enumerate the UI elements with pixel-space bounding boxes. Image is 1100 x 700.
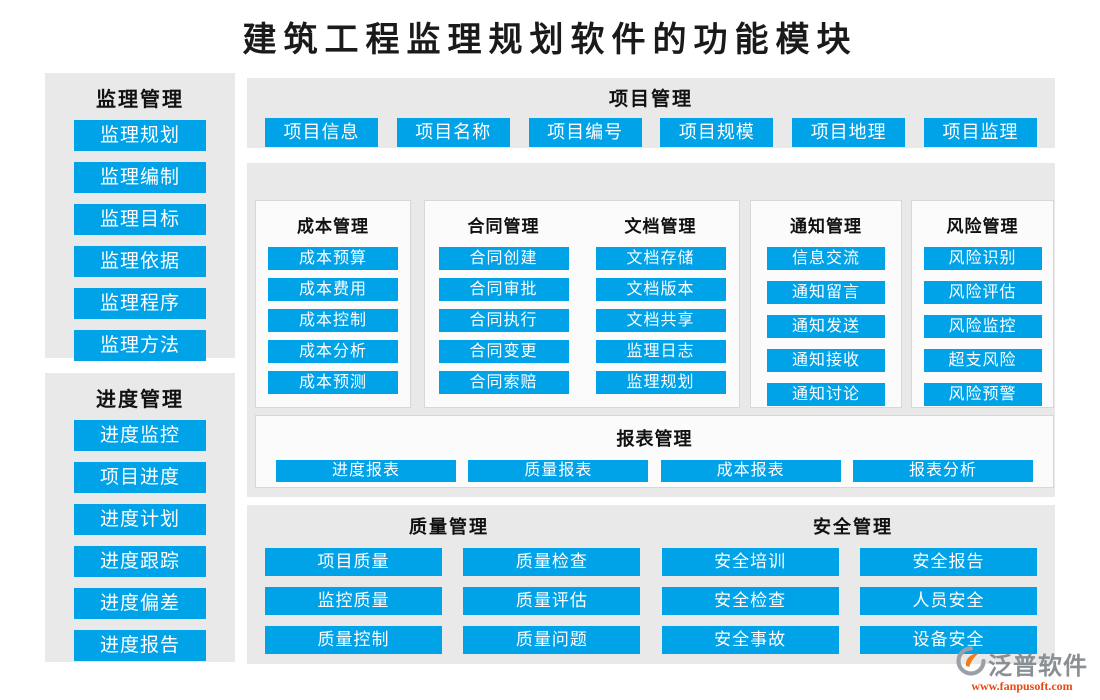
fanpu-logo-icon bbox=[956, 646, 986, 681]
section-title: 文档管理 bbox=[624, 217, 697, 236]
module-button[interactable]: 项目信息 bbox=[265, 118, 378, 147]
logo-name: 泛普软件 bbox=[988, 654, 1088, 680]
module-button[interactable]: 风险评估 bbox=[923, 281, 1042, 304]
quality-safety-headers: 质量管理 安全管理 bbox=[247, 505, 1055, 539]
module-button[interactable]: 进度计划 bbox=[74, 504, 206, 535]
module-button[interactable]: 安全检查 bbox=[661, 587, 839, 615]
logo-url: www.fanpusoft.com bbox=[971, 679, 1073, 693]
module-button[interactable]: 项目监理 bbox=[923, 118, 1037, 147]
module-button[interactable]: 监理规划 bbox=[74, 120, 206, 151]
module-button[interactable]: 项目质量 bbox=[265, 548, 442, 576]
panel-contract-mgmt: 合同管理 合同创建 合同审批 合同执行 合同变更 合同索赔 bbox=[425, 201, 582, 407]
panel-contract-document: 合同管理 合同创建 合同审批 合同执行 合同变更 合同索赔 文档管理 文档存储 … bbox=[424, 200, 740, 408]
module-button[interactable]: 成本费用 bbox=[268, 278, 398, 301]
module-button[interactable]: 质量评估 bbox=[463, 587, 641, 615]
quality-safety-grid: 项目质量 质量检查 安全培训 安全报告 监控质量 质量评估 安全检查 人员安全 … bbox=[247, 539, 1055, 654]
panel-supervision-mgmt: 监理管理 监理规划 监理编制 监理目标 监理依据 监理程序 监理方法 bbox=[45, 73, 235, 361]
module-button[interactable]: 进度报表 bbox=[276, 460, 456, 482]
module-button[interactable]: 质量控制 bbox=[265, 626, 442, 654]
panel-middle-modules: 成本管理 成本预算 成本费用 成本控制 成本分析 成本预测 合同管理 合同创建 … bbox=[247, 163, 1055, 497]
panel-risk-mgmt: 风险管理 风险识别 风险评估 风险监控 超支风险 风险预警 bbox=[911, 200, 1054, 408]
module-button[interactable]: 质量检查 bbox=[463, 548, 641, 576]
project-button-row: 项目信息 项目名称 项目编号 项目规模 项目地理 项目监理 bbox=[247, 111, 1055, 147]
panel-project-mgmt: 项目管理 项目信息 项目名称 项目编号 项目规模 项目地理 项目监理 bbox=[247, 78, 1055, 148]
module-button[interactable]: 监理规划 bbox=[595, 371, 726, 394]
panel-document-mgmt: 文档管理 文档存储 文档版本 文档共享 监理日志 监理规划 bbox=[582, 201, 739, 407]
report-button-row: 进度报表 质量报表 成本报表 报表分析 bbox=[256, 460, 1053, 482]
module-button[interactable]: 合同创建 bbox=[438, 247, 569, 270]
section-title: 项目管理 bbox=[608, 89, 693, 110]
module-button[interactable]: 监控质量 bbox=[265, 587, 442, 615]
module-button[interactable]: 文档存储 bbox=[595, 247, 726, 270]
page-title: 建筑工程监理规划软件的功能模块 bbox=[242, 22, 858, 59]
panel-progress-mgmt: 进度管理 进度监控 项目进度 进度计划 进度跟踪 进度偏差 进度报告 bbox=[45, 373, 235, 662]
module-button[interactable]: 合同索赔 bbox=[438, 371, 569, 394]
module-button[interactable]: 监理程序 bbox=[74, 288, 206, 319]
module-button[interactable]: 质量问题 bbox=[463, 626, 641, 654]
section-title: 成本管理 bbox=[297, 217, 369, 236]
module-button[interactable]: 成本报表 bbox=[660, 460, 841, 482]
module-button[interactable]: 通知接收 bbox=[767, 349, 885, 372]
module-button[interactable]: 进度偏差 bbox=[74, 588, 206, 619]
module-button[interactable]: 项目编号 bbox=[528, 118, 642, 147]
module-button[interactable]: 通知发送 bbox=[767, 315, 885, 338]
module-button[interactable]: 文档共享 bbox=[595, 309, 726, 332]
module-button[interactable]: 成本预算 bbox=[268, 247, 398, 270]
module-button[interactable]: 文档版本 bbox=[595, 278, 726, 301]
module-button[interactable]: 监理目标 bbox=[74, 204, 206, 235]
panel-quality-safety: 质量管理 安全管理 项目质量 质量检查 安全培训 安全报告 监控质量 质量评估 … bbox=[247, 505, 1055, 664]
module-button[interactable]: 合同审批 bbox=[438, 278, 569, 301]
module-button[interactable]: 超支风险 bbox=[923, 349, 1042, 372]
module-button[interactable]: 安全报告 bbox=[859, 548, 1037, 576]
module-button[interactable]: 监理编制 bbox=[74, 162, 206, 193]
section-title: 合同管理 bbox=[467, 217, 540, 236]
panel-cost-mgmt: 成本管理 成本预算 成本费用 成本控制 成本分析 成本预测 bbox=[255, 200, 411, 408]
module-button[interactable]: 质量报表 bbox=[468, 460, 649, 482]
module-button[interactable]: 信息交流 bbox=[767, 247, 885, 270]
module-button[interactable]: 进度监控 bbox=[74, 420, 206, 451]
module-button[interactable]: 通知讨论 bbox=[767, 383, 885, 406]
module-button[interactable]: 成本分析 bbox=[268, 340, 398, 363]
module-button[interactable]: 监理日志 bbox=[595, 340, 726, 363]
section-title: 通知管理 bbox=[790, 217, 862, 236]
module-button[interactable]: 项目名称 bbox=[396, 118, 510, 147]
module-button[interactable]: 人员安全 bbox=[859, 587, 1037, 615]
module-button[interactable]: 成本预测 bbox=[268, 371, 398, 394]
module-button[interactable]: 安全事故 bbox=[661, 626, 839, 654]
module-button[interactable]: 监理方法 bbox=[74, 330, 206, 361]
section-title: 质量管理 bbox=[409, 517, 489, 537]
module-button[interactable]: 进度报告 bbox=[74, 630, 206, 661]
logo-row: 泛普软件 bbox=[952, 646, 1092, 681]
module-button[interactable]: 通知留言 bbox=[767, 281, 885, 304]
module-button[interactable]: 安全培训 bbox=[661, 548, 839, 576]
module-button[interactable]: 成本控制 bbox=[268, 309, 398, 332]
module-button[interactable]: 合同变更 bbox=[438, 340, 569, 363]
module-button[interactable]: 报表分析 bbox=[852, 460, 1033, 482]
section-title: 安全管理 bbox=[813, 517, 893, 537]
module-button[interactable]: 监理依据 bbox=[74, 246, 206, 277]
module-button[interactable]: 风险识别 bbox=[923, 247, 1042, 270]
section-title: 风险管理 bbox=[946, 217, 1019, 236]
module-button[interactable]: 设备安全 bbox=[859, 626, 1037, 654]
module-button[interactable]: 项目进度 bbox=[74, 462, 206, 493]
fanpu-watermark: 泛普软件 www.fanpusoft.com bbox=[952, 646, 1092, 694]
module-button[interactable]: 进度跟踪 bbox=[74, 546, 206, 577]
panel-report-mgmt: 报表管理 进度报表 质量报表 成本报表 报表分析 bbox=[255, 415, 1054, 488]
module-button[interactable]: 风险预警 bbox=[923, 383, 1042, 406]
section-title: 进度管理 bbox=[96, 389, 184, 411]
module-button[interactable]: 风险监控 bbox=[923, 315, 1042, 338]
section-title: 监理管理 bbox=[96, 89, 184, 111]
module-button[interactable]: 项目地理 bbox=[792, 118, 906, 147]
section-title: 报表管理 bbox=[616, 429, 693, 449]
panel-notice-mgmt: 通知管理 信息交流 通知留言 通知发送 通知接收 通知讨论 bbox=[750, 200, 902, 408]
module-button[interactable]: 项目规模 bbox=[660, 118, 774, 147]
module-button[interactable]: 合同执行 bbox=[438, 309, 569, 332]
